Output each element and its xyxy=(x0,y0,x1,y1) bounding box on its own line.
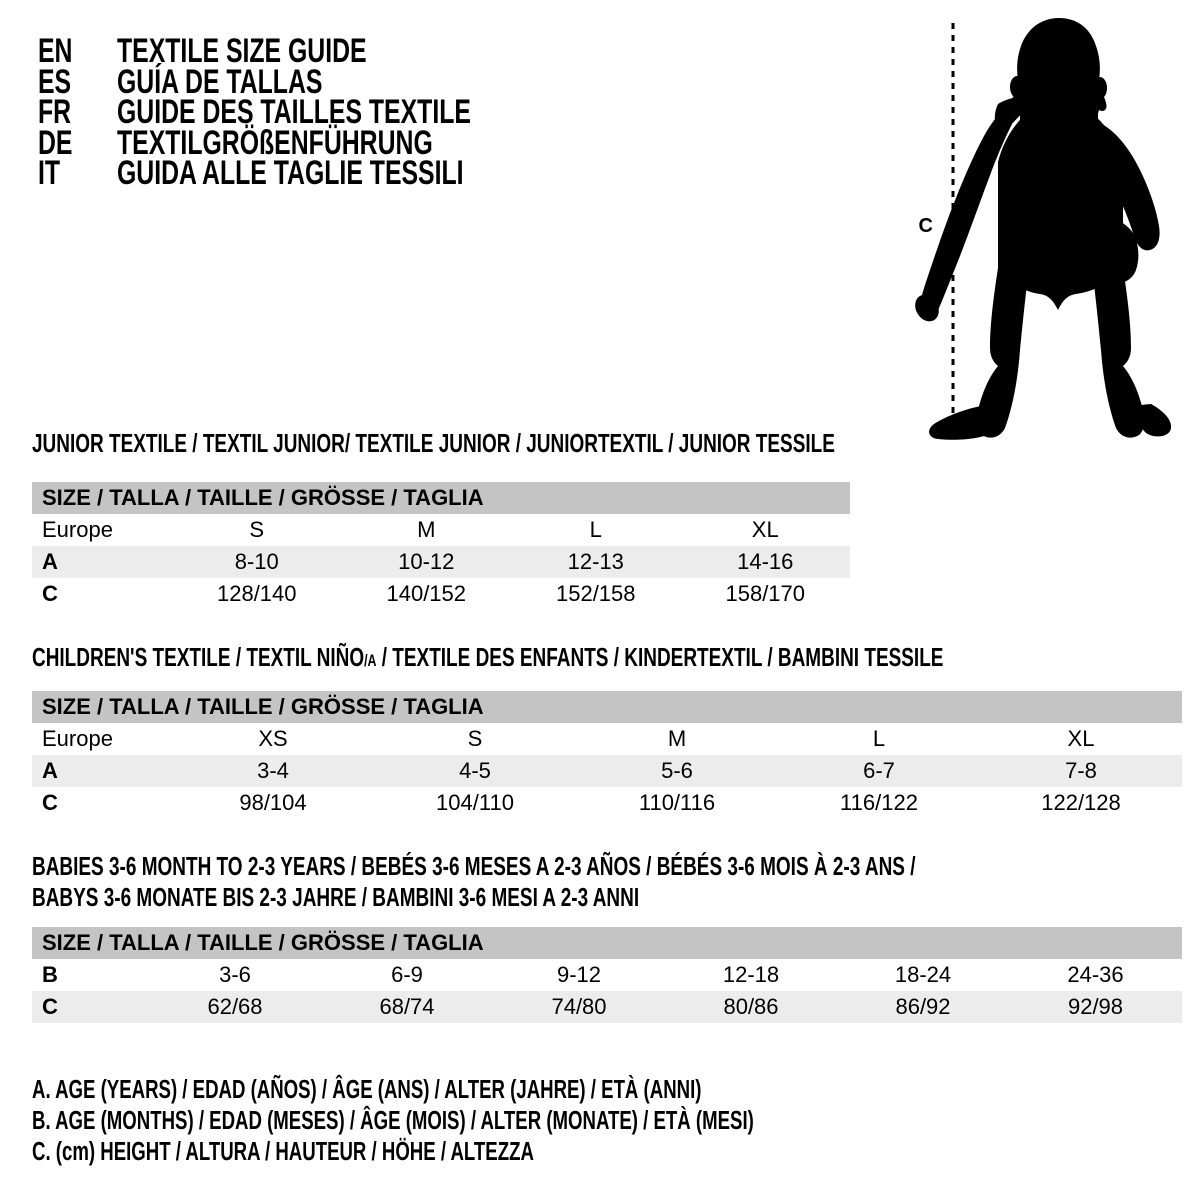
svg-text:C: C xyxy=(919,215,933,237)
